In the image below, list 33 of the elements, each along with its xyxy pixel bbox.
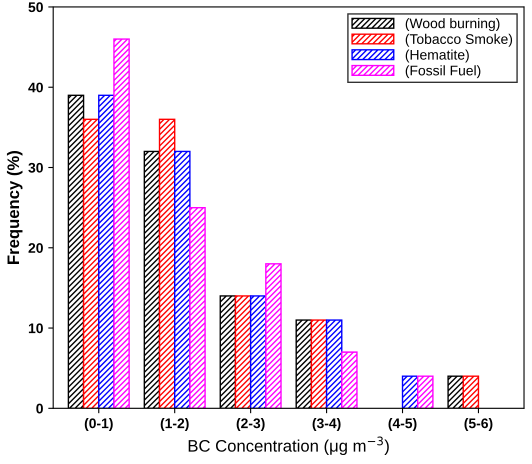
bar bbox=[82, 118, 100, 408]
y-tick-label: 10 bbox=[28, 323, 43, 334]
bar bbox=[234, 295, 252, 408]
x-axis-title: BC Concentration (μg m$^{−3}$) bbox=[188, 436, 389, 456]
legend-label: (Fossil Fuel) bbox=[406, 65, 480, 78]
bar bbox=[462, 376, 480, 408]
legend-label: (Tobacco Smoke) bbox=[406, 34, 512, 47]
bar bbox=[265, 263, 282, 408]
bar bbox=[250, 295, 267, 408]
bar bbox=[113, 38, 130, 408]
bar bbox=[158, 118, 176, 408]
bar bbox=[326, 319, 342, 408]
x-tick-label: (1-2) bbox=[160, 418, 189, 431]
y-tick-label: 50 bbox=[28, 2, 43, 12]
x-tick-label: (4-5) bbox=[388, 418, 416, 431]
bar bbox=[402, 376, 418, 408]
y-tick-label: 20 bbox=[28, 243, 43, 253]
y-tick-label: 0 bbox=[36, 404, 43, 414]
legend-label: (Hematite) bbox=[406, 50, 469, 62]
x-tick-label: (5-6) bbox=[464, 418, 492, 431]
bar bbox=[174, 150, 191, 408]
y-axis-title: Frequency (%) bbox=[6, 151, 22, 264]
y-tick-label: 40 bbox=[28, 82, 43, 92]
legend-label: (Wood burning) bbox=[406, 18, 500, 32]
y-tick-label: 30 bbox=[28, 162, 43, 173]
x-tick-label: (2-3) bbox=[236, 418, 265, 431]
x-tick-label: (0-1) bbox=[84, 418, 113, 431]
bar bbox=[341, 351, 358, 408]
bar bbox=[417, 376, 434, 408]
bar bbox=[310, 319, 328, 408]
bar bbox=[189, 206, 206, 408]
bar bbox=[98, 94, 115, 408]
x-tick-label: (3-4) bbox=[312, 418, 341, 431]
